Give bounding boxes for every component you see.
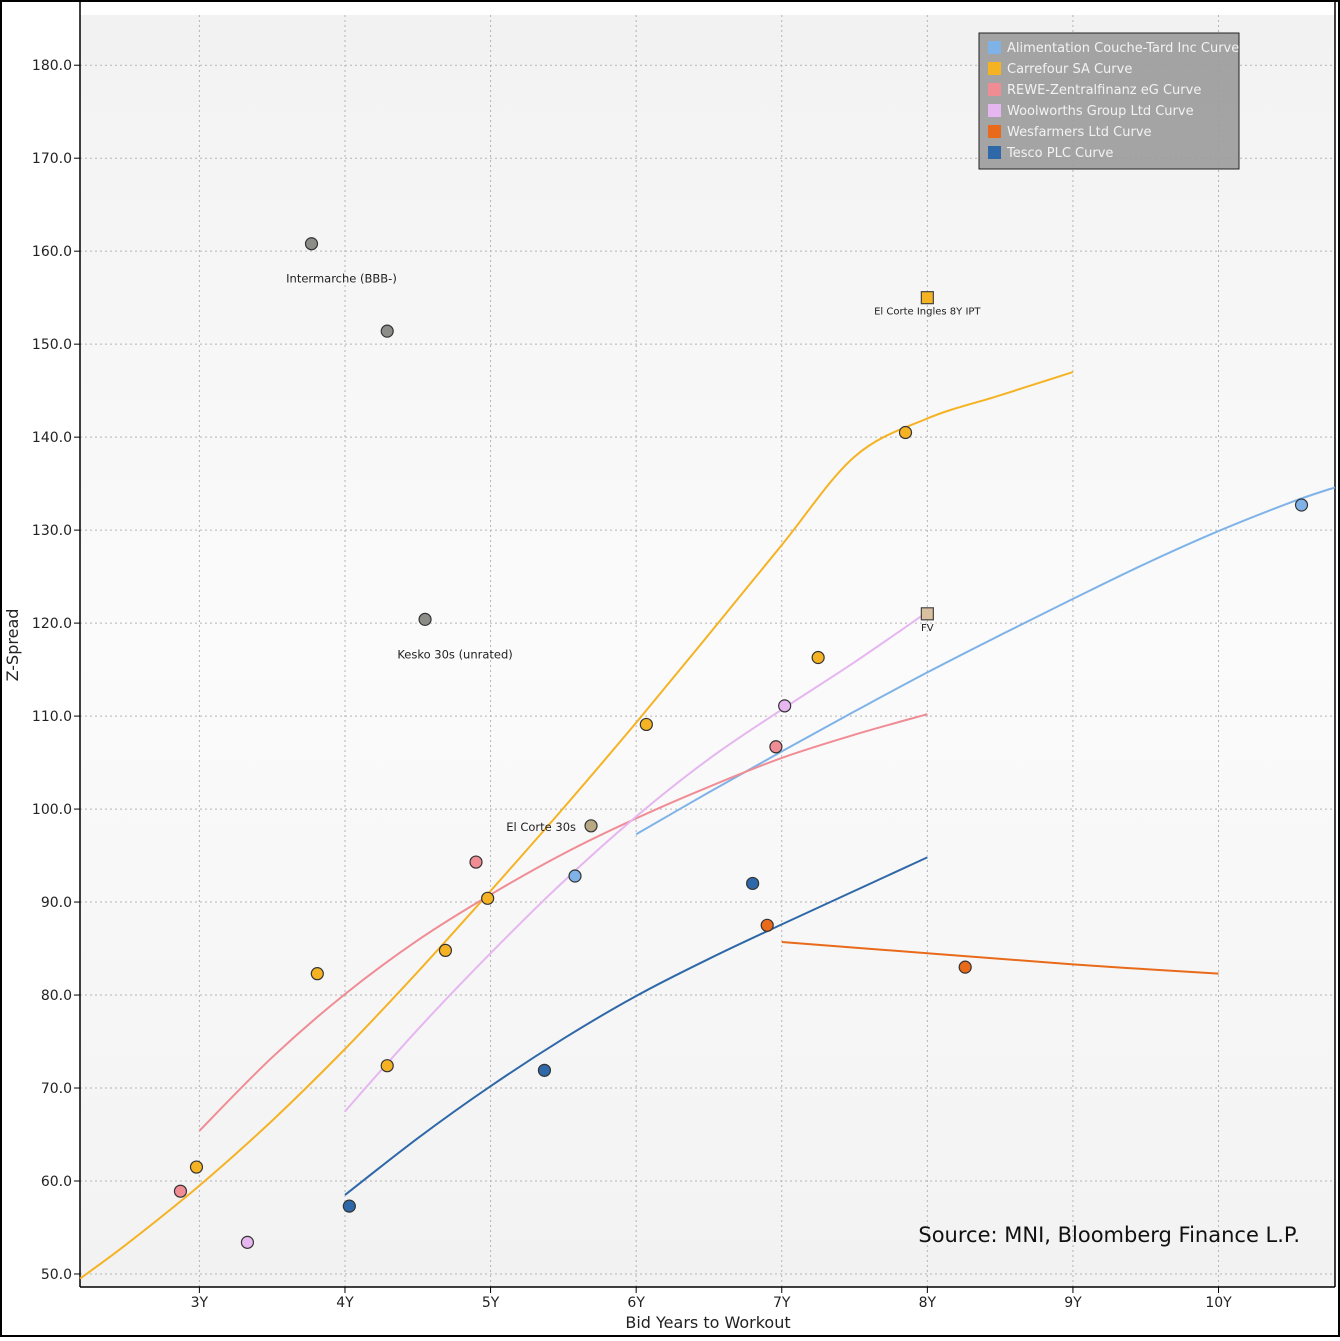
axes: 3Y 4Y 5Y 6Y 7Y 8Y 9Y 10Y 50.0 60.0 70.0 80.0 90.0 100… [32, 0, 1336, 1311]
legend-box [978, 32, 1240, 170]
comparable-point [584, 819, 598, 833]
x-tick-label: 5Y [482, 1295, 500, 1311]
x-tick-label: 6Y [627, 1295, 645, 1311]
y-tick-label: 130.0 [32, 523, 72, 539]
comparable-point [418, 612, 432, 626]
point-annotation: El Corte 30s [506, 820, 576, 834]
y-tick-label: 70.0 [41, 1081, 72, 1097]
legend-swatch [988, 62, 1001, 75]
data-point-series-2 [173, 1184, 188, 1198]
x-axis-title: Bid Years to Workout [625, 1313, 790, 1332]
y-tick-label: 160.0 [32, 244, 72, 260]
data-point-series-1 [639, 717, 653, 732]
data-points [173, 237, 1309, 1249]
legend-swatch [988, 41, 1001, 54]
y-tick-label: 150.0 [32, 337, 72, 353]
y-axis-title: Z-Spread [3, 609, 22, 682]
legend-entry: REWE-Zentralfinanz eG Curve [1007, 83, 1201, 98]
y-tick-label: 90.0 [41, 895, 72, 911]
data-point-series-2 [769, 740, 783, 754]
y-tick-label: 100.0 [32, 802, 72, 818]
series-curve-3 [344, 611, 928, 1112]
legend-swatch [988, 104, 1001, 117]
data-point-series-0 [568, 869, 582, 883]
data-point-series-5 [746, 876, 760, 891]
series-curve-1 [79, 371, 1074, 1280]
data-point-series-3 [778, 699, 792, 713]
data-point-series-5 [537, 1063, 552, 1077]
plot-background [80, 15, 1335, 1287]
series-curve-4 [781, 941, 1219, 975]
point-annotation: Kesko 30s (unrated) [397, 647, 512, 661]
y-tick-label: 170.0 [32, 151, 72, 167]
x-tick-label: 4Y [336, 1295, 354, 1311]
data-point-series-4 [958, 960, 972, 974]
legend-entry: Alimentation Couche-Tard Inc Curve [1007, 41, 1239, 56]
data-point-series-0 [1294, 498, 1309, 512]
data-point-series-4 [760, 918, 774, 932]
data-point-series-1 [310, 967, 324, 981]
legend-swatch [988, 83, 1001, 96]
square-point-annotation: FV [921, 623, 934, 634]
series-curve-0 [635, 486, 1336, 836]
x-tick-label: 7Y [773, 1295, 791, 1311]
legend-entry: Woolworths Group Ltd Curve [1007, 104, 1194, 119]
legend: Alimentation Couche-Tard Inc Curve Carref… [978, 32, 1240, 170]
legend-entry: Tesco PLC Curve [1006, 146, 1113, 161]
x-tick-label: 9Y [1064, 1295, 1082, 1311]
curves [79, 371, 1336, 1280]
data-point-series-1 [189, 1160, 204, 1174]
data-point-series-1 [438, 943, 453, 958]
data-point-series-3 [240, 1235, 255, 1249]
x-tick-label: 8Y [919, 1295, 937, 1311]
data-point-series-1 [811, 650, 825, 665]
data-point-series-5 [342, 1199, 356, 1213]
annotations: Intermarche (BBB-) Kesko 30s (unrated) El … [286, 272, 981, 834]
comparable-point [380, 324, 394, 338]
data-point-series-2 [469, 855, 483, 869]
y-tick-label: 110.0 [32, 709, 72, 725]
legend-entry: Carrefour SA Curve [1007, 62, 1132, 77]
x-tick-label: 10Y [1205, 1295, 1232, 1311]
square-point-annotation: El Corte Ingles 8Y IPT [874, 307, 981, 318]
legend-swatch [988, 125, 1001, 138]
data-point-series-1 [481, 891, 495, 905]
point-annotation: Intermarche (BBB-) [286, 272, 397, 286]
comparable-point [304, 237, 319, 251]
square-point [920, 291, 934, 305]
square-point [920, 607, 934, 621]
y-tick-label: 180.0 [32, 58, 72, 74]
legend-entry: Wesfarmers Ltd Curve [1007, 125, 1152, 140]
x-tick-label: 3Y [191, 1295, 209, 1311]
series-curve-5 [344, 856, 928, 1196]
y-tick-label: 60.0 [41, 1174, 72, 1190]
y-tick-label: 140.0 [32, 430, 72, 446]
y-tick-label: 50.0 [41, 1267, 72, 1283]
y-tick-label: 120.0 [32, 616, 72, 632]
series-curve-2 [198, 713, 928, 1132]
source-note: Source: MNI, Bloomberg Finance L.P. [918, 1223, 1300, 1247]
data-point-series-1 [380, 1059, 394, 1073]
y-tick-label: 80.0 [41, 988, 72, 1004]
legend-swatch [988, 146, 1001, 159]
data-point-series-1 [898, 425, 913, 440]
